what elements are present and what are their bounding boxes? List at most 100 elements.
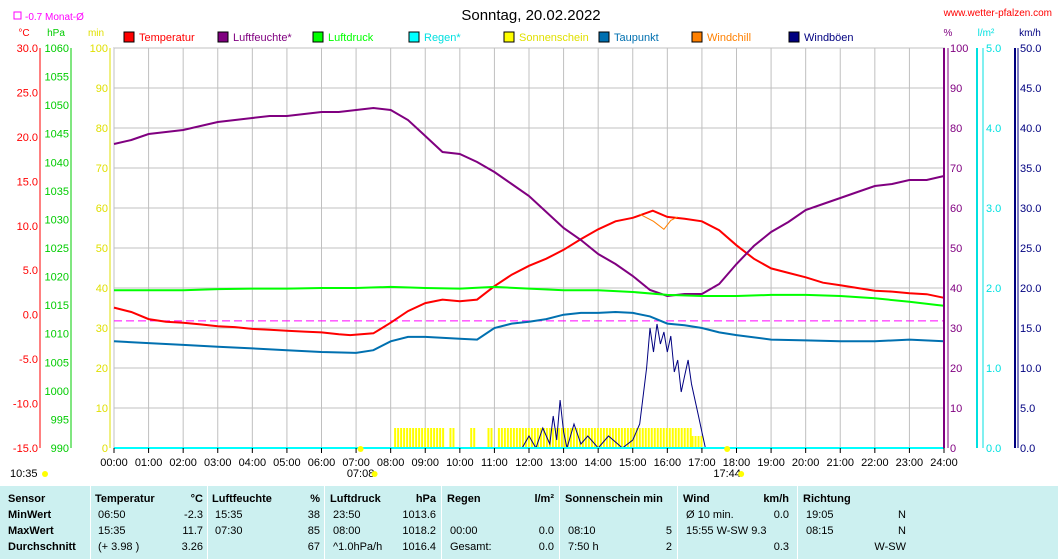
temp-unit-label: °C [18, 28, 29, 39]
sunshine-bar [680, 428, 683, 448]
hum-tick-label: 0 [950, 443, 956, 455]
sunshine-bar [470, 428, 473, 448]
sunshine-bar [614, 428, 617, 448]
temp-tick-label: 10.0 [17, 221, 38, 233]
table-separator [677, 486, 678, 559]
sun-marker-label: 17:44 [713, 468, 741, 480]
table-separator [324, 486, 325, 559]
sunshine-bar [644, 428, 647, 448]
wind-tick-label: 40.0 [1020, 123, 1041, 135]
x-tick-label: 07:00 [342, 457, 370, 469]
sunshine-bar [518, 428, 521, 448]
legend-swatch [217, 31, 229, 43]
x-tick-label: 10:00 [446, 457, 474, 469]
hum-cell-left: 07:30 [215, 525, 243, 537]
sunshine-bar [697, 436, 700, 448]
sunshine-bar [683, 428, 686, 448]
sun-marker-dot-small [371, 471, 378, 477]
sunshine-bar [647, 428, 650, 448]
legend-swatch [788, 31, 800, 43]
sunshine-bar [677, 428, 680, 448]
row-label: Durchschnitt [8, 541, 76, 553]
sunshine-bar [521, 428, 524, 448]
x-tick-label: 06:00 [308, 457, 336, 469]
sunshine-bar [497, 428, 500, 448]
sunshine-bar [394, 428, 397, 448]
sunshine-bar [442, 428, 445, 448]
sun-tick-label: 10 [96, 403, 108, 415]
sunshine-bar [653, 428, 656, 448]
sun-tick-label: 100 [90, 43, 108, 55]
x-tick-label: 09:00 [411, 457, 439, 469]
temp-tick-label: -5.0 [19, 354, 38, 366]
hum-header: Luftfeuchte [212, 493, 272, 505]
x-tick-label: 23:00 [896, 457, 924, 469]
sun-tick-label: 60 [96, 203, 108, 215]
sunshine-bar [596, 428, 599, 448]
rain-cell-left: Gesamt: [450, 541, 492, 553]
temp-tick-label: 5.0 [23, 265, 38, 277]
wind-tick-label: 30.0 [1020, 203, 1041, 215]
sunshine-bar [500, 428, 503, 448]
press-tick-label: 1025 [45, 243, 69, 255]
sunshine-bar [617, 428, 620, 448]
temp-tick-label: 25.0 [17, 87, 38, 99]
hum-tick-label: 40 [950, 283, 962, 295]
sunshine-bar [439, 428, 442, 448]
press-tick-label: 1020 [45, 272, 69, 284]
sunshine-bar [689, 428, 692, 448]
rain-header: Regen [447, 493, 481, 505]
sun-marker-dot [724, 446, 731, 452]
sunshine-bar [424, 428, 427, 448]
sunshine-bar [638, 428, 641, 448]
table-separator [559, 486, 560, 559]
hum-cell-value: 67 [307, 541, 320, 553]
sunshine-bar [536, 428, 539, 448]
sun-marker-dot-small [738, 471, 745, 477]
x-tick-label: 24:00 [930, 457, 958, 469]
legend-label: Windchill [707, 32, 751, 44]
wind-tick-label: 45.0 [1020, 83, 1041, 95]
source-url: www.wetter-pfalzen.com [943, 8, 1052, 19]
series-line-taupunkt [113, 310, 945, 354]
sun-cell-left: 08:10 [568, 525, 596, 537]
sunshine-bar [560, 428, 563, 448]
legend-label: Sonnenschein [519, 32, 589, 44]
sunshine-bar [599, 428, 602, 448]
legend-swatch [408, 31, 420, 43]
stats-table: Sensor MinWert MaxWert Durchschnitt Temperat… [0, 486, 1058, 559]
x-tick-label: 15:00 [619, 457, 647, 469]
press-cell-left: 23:50 [333, 509, 361, 521]
monthly-avg-marker [13, 11, 22, 20]
sunshine-bar [608, 428, 611, 448]
sunshine-bar [650, 428, 653, 448]
monthly-avg-note: -0.7 Monat-Ø [25, 12, 84, 23]
wind-tick-label: 20.0 [1020, 283, 1041, 295]
x-tick-label: 00:00 [100, 457, 128, 469]
x-tick-label: 18:00 [723, 457, 751, 469]
sun-tick-label: 50 [96, 243, 108, 255]
wind-tick-label: 50.0 [1020, 43, 1041, 55]
legend-label: Luftfeuchte* [233, 32, 292, 44]
x-tick-label: 13:00 [550, 457, 578, 469]
hum-cell-left: 15:35 [215, 509, 243, 521]
sunshine-bar [686, 428, 689, 448]
rain-tick-label: 3.0 [986, 203, 1001, 215]
wind-cell-value: 0.0 [773, 509, 789, 521]
sunshine-bar [397, 428, 400, 448]
temp-cell-value: -2.3 [184, 509, 203, 521]
sun-header: Sonnenschein min [565, 493, 663, 505]
sun-cell-left: 7:50 h [568, 541, 599, 553]
x-tick-label: 21:00 [826, 457, 854, 469]
sunshine-bar [620, 428, 623, 448]
press-header-unit: hPa [415, 493, 436, 505]
sunshine-bar [503, 428, 506, 448]
press-tick-label: 1060 [45, 43, 69, 55]
sun-tick-label: 40 [96, 283, 108, 295]
sunshine-bar [533, 428, 536, 448]
x-tick-label: 12:00 [515, 457, 543, 469]
rain-tick-label: 2.0 [986, 283, 1001, 295]
sunshine-bar [452, 428, 455, 448]
dir-cell-value: N [898, 509, 906, 521]
rain-cell-left: 00:00 [450, 525, 478, 537]
